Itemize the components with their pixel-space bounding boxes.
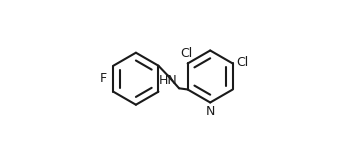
Text: F: F	[100, 72, 107, 85]
Text: N: N	[205, 105, 215, 118]
Text: Cl: Cl	[180, 47, 192, 60]
Text: Cl: Cl	[236, 56, 249, 69]
Text: HN: HN	[159, 74, 178, 87]
